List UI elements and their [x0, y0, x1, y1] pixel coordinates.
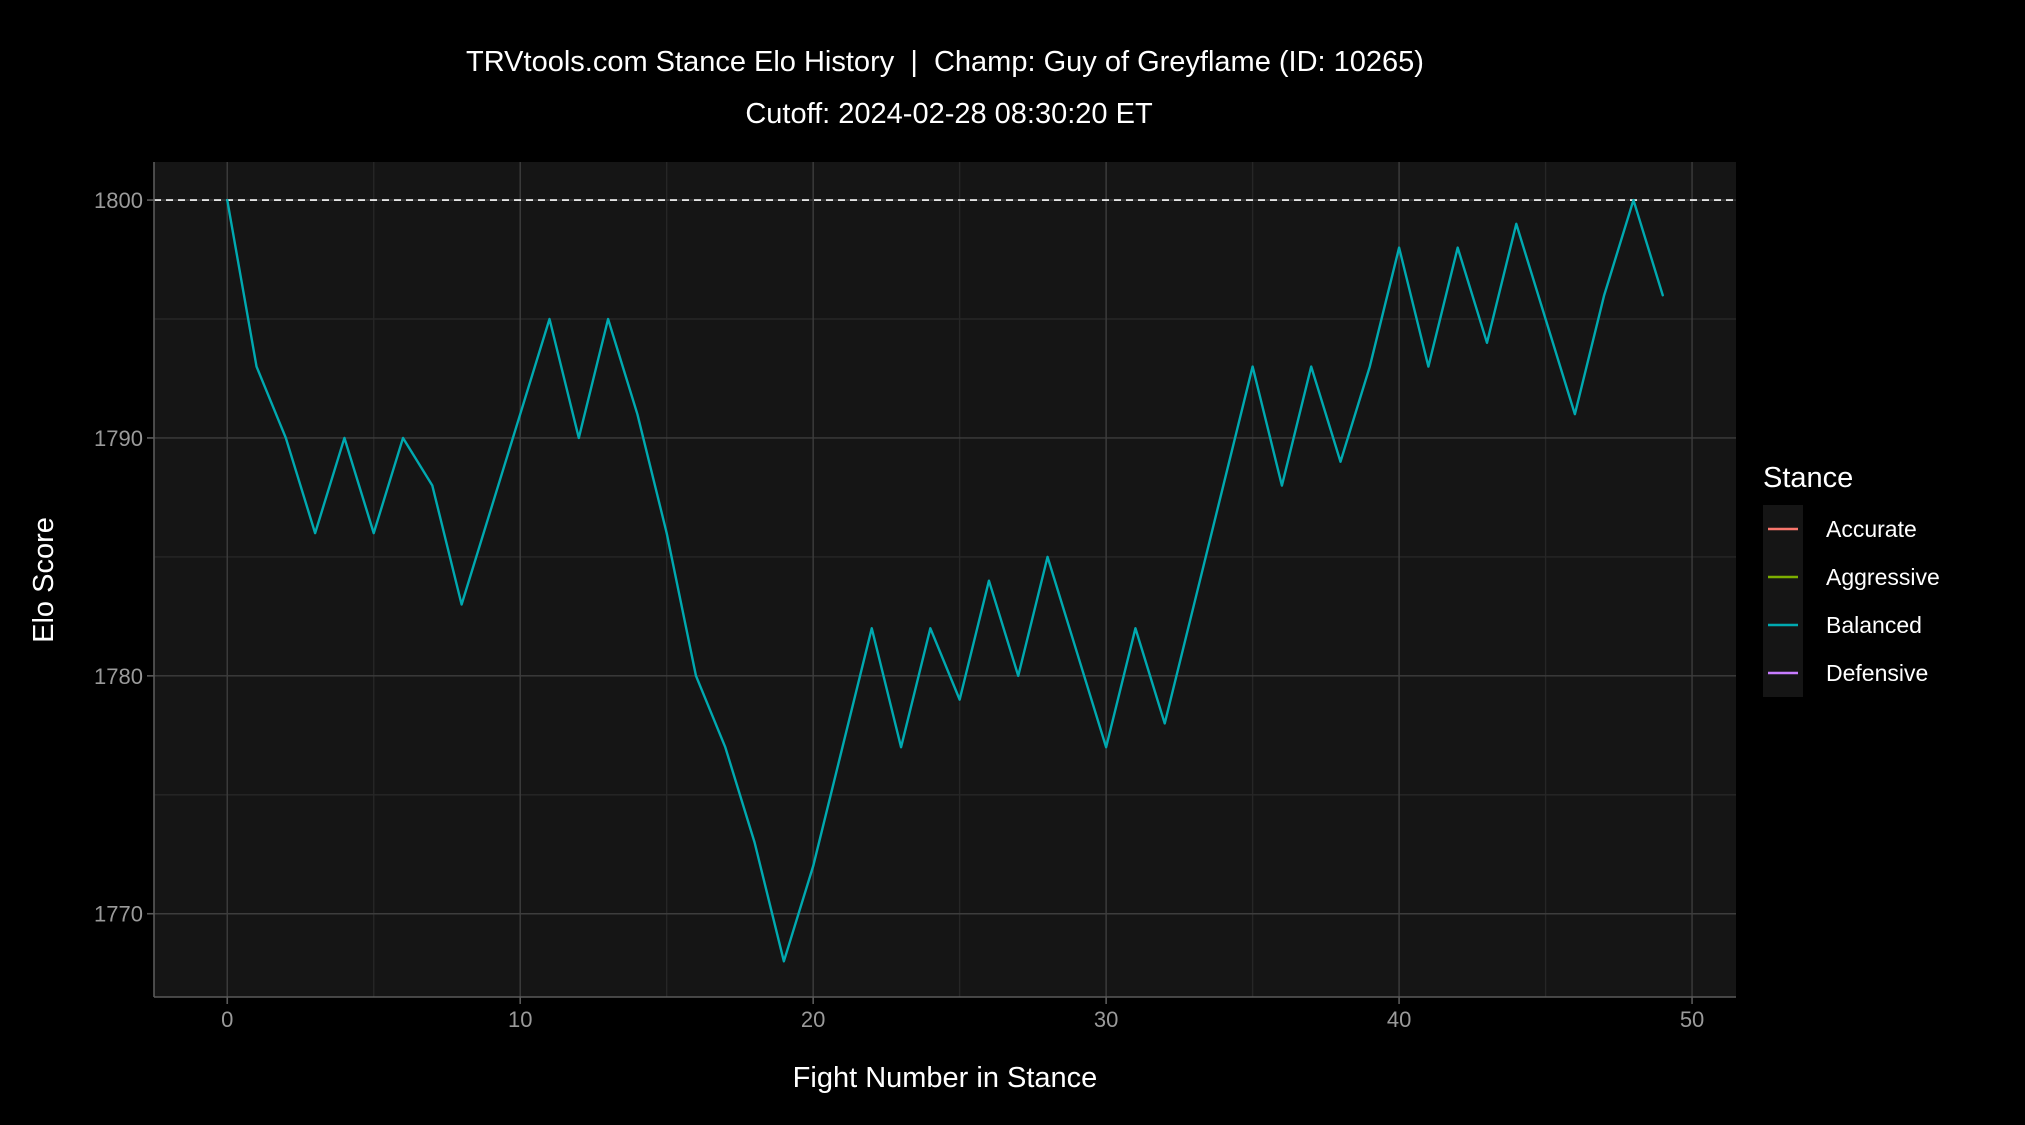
legend-items: Accurate Aggressive Balanced Defensive [1763, 505, 1940, 697]
x-tick-label: 10 [508, 1007, 532, 1032]
legend-key-background [1763, 505, 1803, 697]
chart-title: TRVtools.com Stance Elo History | Champ:… [466, 46, 1424, 78]
x-tick-label: 0 [221, 1007, 233, 1032]
y-tick-label: 1800 [94, 188, 143, 213]
y-tick-label: 1780 [94, 664, 143, 689]
legend-label-balanced: Balanced [1826, 612, 1922, 638]
x-tick-label: 40 [1387, 1007, 1411, 1032]
series-group [226, 198, 1664, 963]
y-tick-label: 1790 [94, 426, 143, 451]
y-axis-title: Elo Score [28, 517, 60, 643]
x-axis-ticks: 0 10 20 30 40 50 [221, 997, 1704, 1032]
legend-label-aggressive: Aggressive [1826, 564, 1940, 590]
x-tick-label: 50 [1680, 1007, 1704, 1032]
minor-grid [154, 162, 1736, 997]
chart-subtitle: Cutoff: 2024-02-28 08:30:20 ET [745, 98, 1153, 130]
y-axis-ticks: 1770 1780 1790 1800 [94, 188, 154, 927]
series-line-balanced [226, 198, 1664, 963]
x-tick-label: 30 [1094, 1007, 1118, 1032]
plot-panel [154, 162, 1736, 997]
legend-label-accurate: Accurate [1826, 516, 1917, 542]
legend-label-defensive: Defensive [1826, 660, 1928, 686]
x-tick-label: 20 [801, 1007, 825, 1032]
y-tick-label: 1770 [94, 902, 143, 927]
x-axis-title: Fight Number in Stance [793, 1062, 1098, 1094]
legend-title: Stance [1763, 462, 1853, 494]
major-grid [154, 162, 1736, 997]
legend: Stance Accurate Aggressive Balanced Defensi… [1763, 462, 1940, 697]
